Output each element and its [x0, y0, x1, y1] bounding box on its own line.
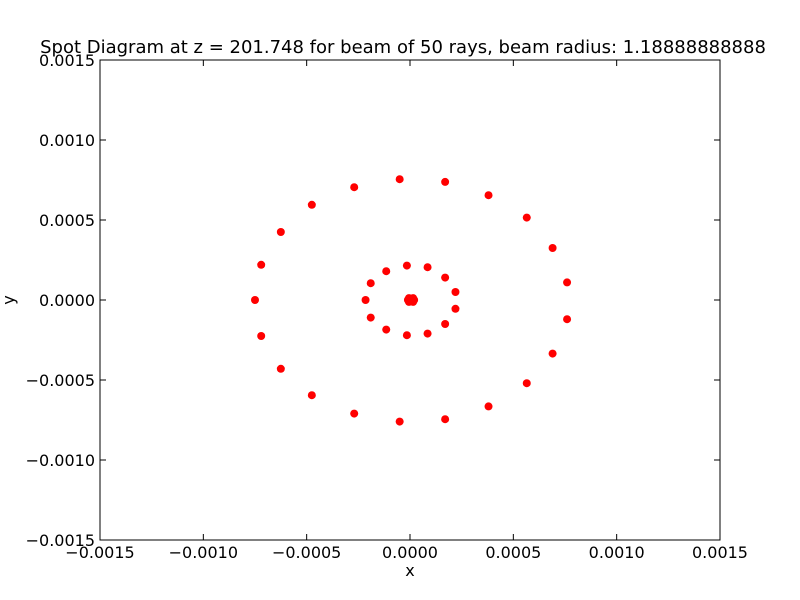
y-axis-label: y — [0, 295, 18, 304]
y-tick-label: −0.0010 — [26, 451, 95, 470]
data-point — [563, 315, 572, 324]
x-tick-label: 0.0010 — [589, 543, 645, 562]
data-point — [257, 332, 266, 340]
data-point — [441, 273, 450, 282]
data-point — [382, 325, 391, 334]
data-point — [366, 313, 375, 322]
data-point — [522, 379, 531, 388]
y-tick-label: 0.0005 — [39, 211, 95, 230]
data-point — [423, 263, 432, 272]
data-point — [350, 183, 359, 192]
y-tick-label: 0.0010 — [39, 131, 95, 150]
data-point — [366, 279, 375, 288]
y-tick-label: 0.0015 — [39, 51, 95, 70]
data-point — [307, 391, 316, 400]
data-point — [395, 417, 404, 426]
data-point — [257, 260, 266, 269]
data-point — [441, 177, 450, 186]
data-point — [251, 296, 259, 304]
data-point — [441, 320, 450, 328]
data-point — [307, 200, 316, 209]
data-point — [350, 409, 359, 418]
y-tick-label: −0.0005 — [26, 371, 95, 390]
data-point — [484, 191, 493, 200]
data-point — [276, 364, 285, 373]
y-tick-labels: −0.0015 −0.0010 −0.0005 0.0000 0.0005 0.0010 0… — [26, 51, 95, 550]
x-tick-label: 0.0005 — [485, 543, 541, 562]
data-point — [484, 402, 493, 411]
x-tick-labels: −0.0015 −0.0010 −0.0005 0.0000 0.0005 0.0010 0… — [65, 543, 748, 562]
x-tick-label: 0.0000 — [382, 543, 438, 562]
x-tick-label: 0.0015 — [692, 543, 748, 562]
x-axis-label: x — [405, 561, 414, 580]
data-point — [276, 228, 285, 236]
data-point — [407, 296, 416, 304]
data-point — [522, 213, 531, 222]
axis-ticks — [99, 59, 721, 541]
data-point — [402, 331, 411, 340]
x-tick-label: −0.0005 — [272, 543, 341, 562]
x-tick-label: −0.0010 — [169, 543, 238, 562]
data-point — [451, 288, 460, 296]
data-point — [423, 329, 432, 338]
data-point — [395, 175, 404, 184]
data-point — [402, 261, 411, 270]
data-point — [548, 244, 557, 252]
data-point — [563, 278, 572, 287]
data-point — [451, 304, 460, 313]
data-point — [382, 267, 391, 276]
x-tick-label: −0.0015 — [65, 543, 134, 562]
data-point — [548, 349, 557, 358]
data-point — [361, 296, 370, 304]
y-tick-label: 0.0000 — [39, 291, 95, 310]
data-point — [441, 415, 450, 424]
data-points — [251, 175, 572, 426]
chart-title: Spot Diagram at z = 201.748 for beam of … — [40, 37, 766, 58]
y-tick-label: −0.0015 — [26, 531, 95, 550]
